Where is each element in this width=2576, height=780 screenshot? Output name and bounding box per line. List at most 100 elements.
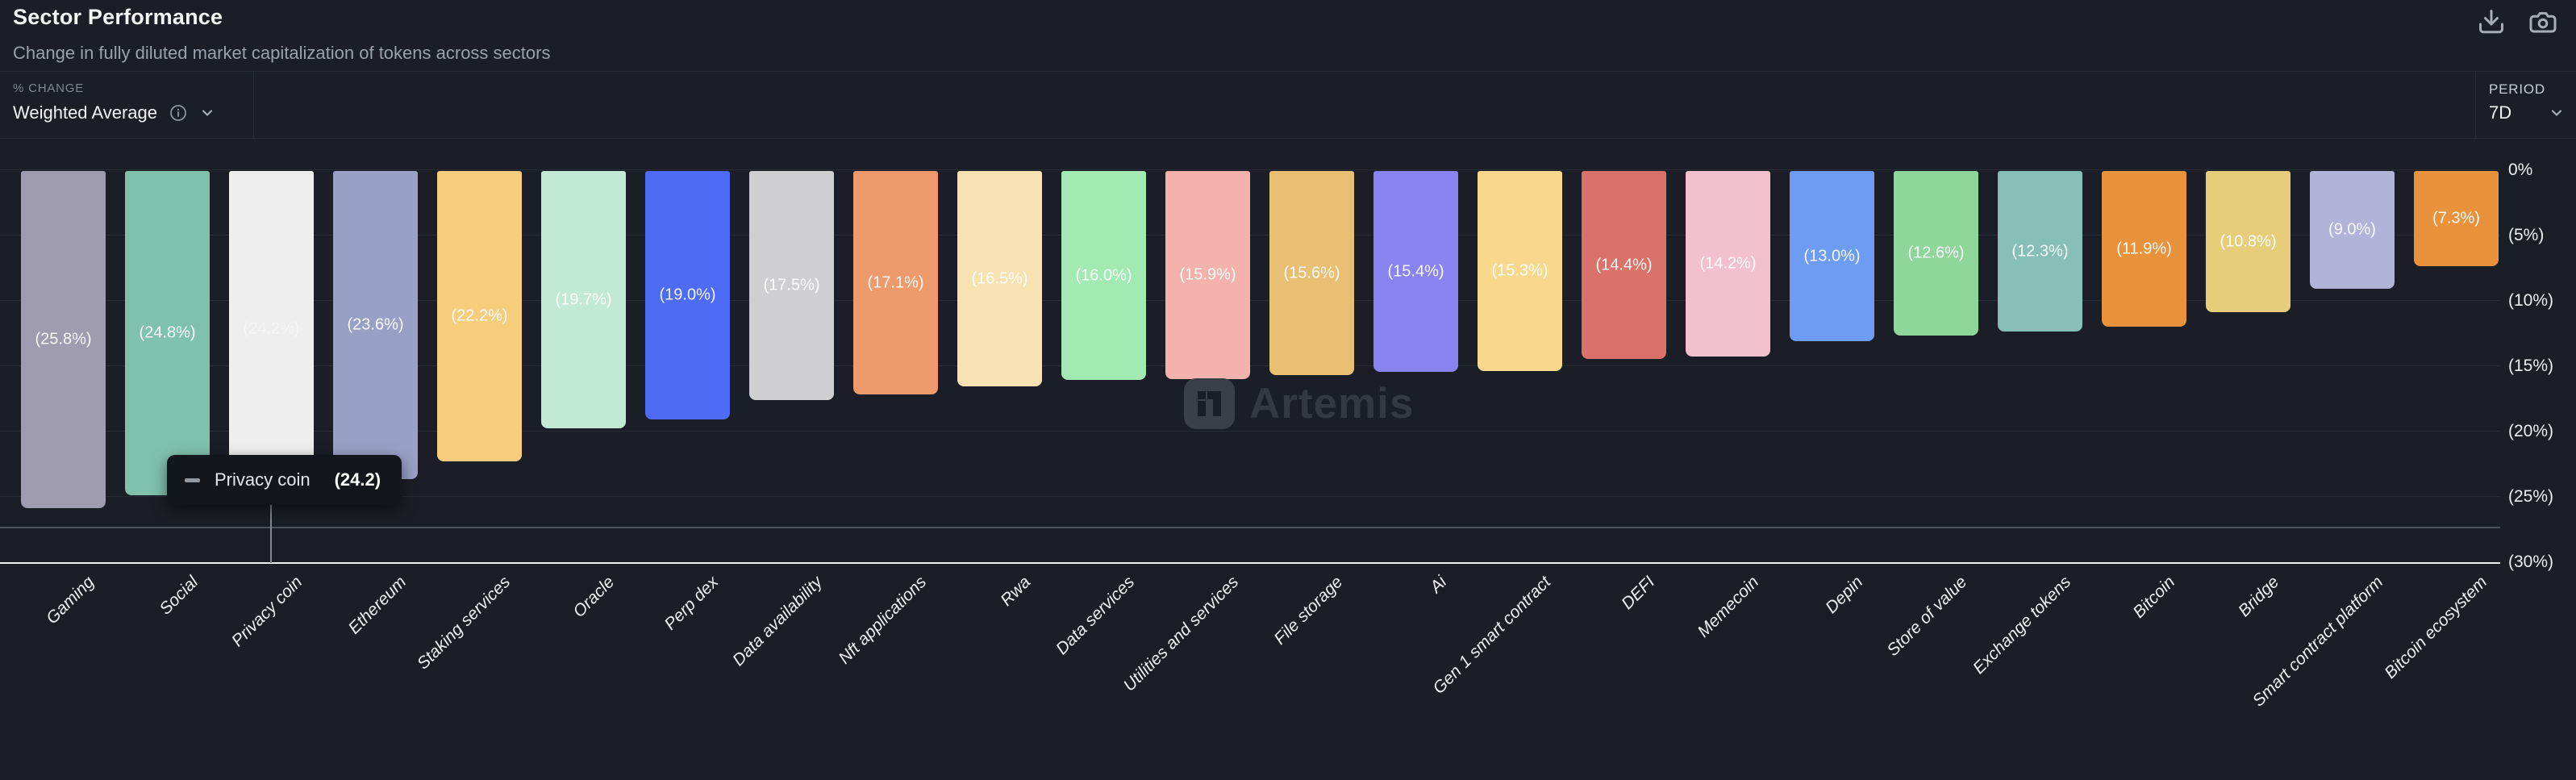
bar[interactable]: (15.4%) — [1373, 171, 1458, 372]
x-axis-category-label: Data availability — [728, 573, 826, 670]
x-axis-category-label: Nft applications — [834, 573, 930, 668]
bar-value-label: (24.8%) — [139, 323, 196, 342]
x-axis-category-label: Privacy coin — [227, 573, 306, 651]
bar[interactable]: (25.8%) — [21, 171, 106, 508]
bar[interactable]: (17.1%) — [853, 171, 938, 394]
bar[interactable]: (12.6%) — [1894, 171, 1978, 336]
x-axis-category-label: DEFI — [1617, 573, 1658, 614]
bar[interactable]: (12.3%) — [1998, 171, 2082, 332]
y-axis-tick-label: (25%) — [2508, 487, 2554, 506]
metric-value: Weighted Average — [13, 102, 157, 123]
bar[interactable]: (16.5%) — [957, 171, 1042, 386]
x-axis-line — [0, 562, 2500, 564]
bar[interactable]: (19.7%) — [541, 171, 626, 428]
x-axis-category-label: Smart contract platform — [2249, 573, 2386, 711]
bar-value-label: (13.0%) — [1803, 247, 1861, 265]
bar[interactable]: (13.0%) — [1790, 171, 1874, 341]
y-axis-tick-label: (20%) — [2508, 422, 2554, 440]
x-axis-category-label: Social — [156, 573, 202, 619]
bar-value-label: (16.0%) — [1075, 266, 1132, 284]
bar-value-label: (7.3%) — [2432, 209, 2480, 227]
bar[interactable]: (19.0%) — [645, 171, 730, 419]
period-label: PERIOD — [2489, 81, 2545, 97]
bar-value-label: (15.4%) — [1387, 262, 1444, 280]
bar[interactable]: (24.2%) — [229, 171, 314, 487]
tooltip-series-label: Privacy coin — [215, 469, 311, 490]
x-axis-category-label: Store of value — [1882, 573, 1970, 660]
metric-label: % CHANGE — [13, 81, 85, 95]
bar-chart: (25.8%) (24.8%) (24.2%) (23.6%) (22.2%) (19.7… — [0, 161, 2554, 711]
bar-value-label: (16.5%) — [971, 269, 1028, 287]
artemis-watermark: Artemis — [1184, 378, 1414, 429]
bar-value-label: (12.3%) — [2011, 242, 2069, 260]
x-axis-category-label: Ethereum — [344, 573, 410, 638]
y-axis-tick-label: (5%) — [2508, 226, 2545, 244]
camera-icon — [2528, 7, 2558, 36]
screenshot-button[interactable] — [2528, 6, 2558, 37]
bar-value-label: (24.2%) — [243, 319, 300, 338]
x-axis-category-label: Memecoin — [1693, 573, 1762, 641]
bar-value-label: (14.2%) — [1699, 254, 1757, 273]
y-axis-tick-label: 0% — [2508, 161, 2533, 179]
bar-value-label: (15.9%) — [1179, 265, 1236, 284]
bar-value-label: (22.2%) — [451, 307, 508, 325]
bar[interactable]: (14.2%) — [1686, 171, 1770, 357]
gridline — [0, 365, 2500, 366]
bar[interactable]: (10.8%) — [2206, 171, 2290, 312]
artemis-logo-icon — [1184, 378, 1235, 429]
gridline — [0, 300, 2500, 301]
bar-value-label: (15.3%) — [1491, 261, 1549, 280]
bar-value-label: (14.4%) — [1595, 256, 1653, 273]
download-icon — [2477, 7, 2506, 36]
y-axis-tick-label: (30%) — [2508, 553, 2554, 571]
x-axis-category-label: Perp dex — [661, 573, 722, 634]
x-axis-category-label: Gen 1 smart contract — [1428, 573, 1554, 698]
x-axis-category-label: Utilities and services — [1119, 573, 1242, 695]
metric-control: % CHANGE Weighted Average — [0, 72, 254, 138]
x-axis-category-label: Staking services — [413, 573, 514, 674]
period-dropdown[interactable]: 7D — [2489, 102, 2565, 123]
bar[interactable]: (23.6%) — [333, 171, 418, 479]
bar[interactable]: (15.6%) — [1269, 171, 1354, 375]
x-axis-category-label: Bitcoin — [2128, 573, 2178, 622]
chevron-down-icon — [199, 105, 215, 121]
bar[interactable]: (11.9%) — [2102, 171, 2186, 327]
bar-value-label: (23.6%) — [347, 315, 404, 334]
bar[interactable]: (15.3%) — [1478, 171, 1562, 371]
x-axis-category-label: Ai — [1426, 573, 1450, 597]
bar[interactable]: (24.8%) — [125, 171, 210, 495]
bar-value-label: (12.6%) — [1907, 244, 1965, 262]
bar[interactable]: (22.2%) — [437, 171, 522, 461]
x-axis-category-label: Exchange tokens — [1969, 573, 2074, 678]
bar[interactable]: (17.5%) — [749, 171, 834, 400]
bar[interactable]: (9.0%) — [2310, 171, 2395, 289]
info-icon[interactable] — [169, 103, 188, 123]
gridline — [0, 496, 2500, 497]
page-subtitle: Change in fully diluted market capitaliz… — [13, 43, 551, 63]
bar-value-label: (15.6%) — [1283, 264, 1340, 282]
bar[interactable]: (15.9%) — [1165, 171, 1250, 379]
controls-bar: % CHANGE Weighted Average PERIOD 7D — [0, 71, 2576, 139]
bar[interactable]: (16.0%) — [1061, 171, 1146, 380]
bar-value-label: (25.8%) — [35, 330, 92, 348]
x-axis-category-label: Depin — [1821, 573, 1866, 618]
tooltip-crosshair — [270, 503, 272, 563]
metric-dropdown[interactable]: Weighted Average — [13, 102, 253, 123]
chevron-down-icon — [2549, 105, 2565, 121]
tooltip: Privacy coin (24.2) — [167, 455, 402, 505]
header: Sector Performance Change in fully dilut… — [13, 0, 550, 64]
gridline-emphasis — [0, 527, 2500, 528]
bar[interactable]: (7.3%) — [2414, 171, 2499, 266]
gridline — [0, 431, 2500, 432]
x-axis-category-label: Data services — [1052, 573, 1138, 659]
header-actions — [2476, 6, 2558, 37]
x-axis-category-label: Bitcoin ecosystem — [2380, 573, 2491, 682]
period-control: PERIOD 7D — [2475, 72, 2576, 138]
x-axis-category-label: Bridge — [2234, 573, 2282, 621]
controls-spacer — [254, 72, 2475, 138]
bar[interactable]: (14.4%) — [1582, 171, 1666, 359]
tooltip-value: (24.2) — [334, 469, 381, 490]
bar-value-label: (19.7%) — [555, 290, 612, 308]
download-button[interactable] — [2476, 6, 2507, 37]
period-value: 7D — [2489, 102, 2512, 123]
